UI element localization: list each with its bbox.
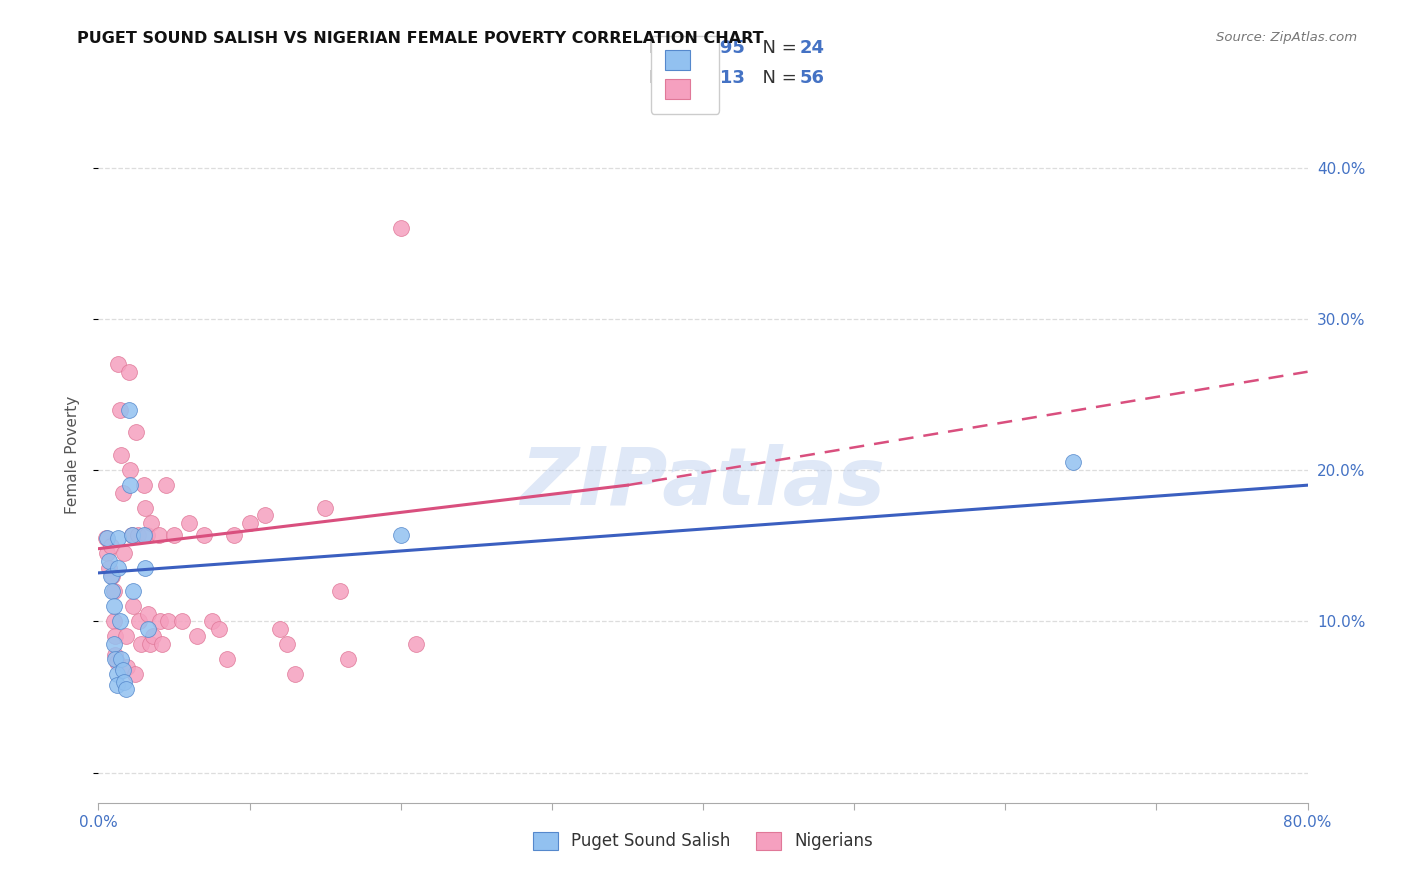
Point [100,539,122,553]
Point [120,478,142,492]
Point [224,528,246,542]
Point [110,652,132,666]
Point [389,221,412,235]
Point [96,546,118,560]
Point [136,607,159,621]
Point [115,659,138,673]
Text: R =: R = [648,69,688,87]
Point [186,629,208,643]
Point [170,615,193,629]
Point [142,629,165,643]
Point [114,629,136,643]
Point [118,402,141,417]
Point [100,569,122,583]
Point [135,528,157,542]
Point [104,629,127,643]
Point [276,637,298,651]
Point [103,637,125,651]
Point [253,508,276,523]
Point [134,500,156,515]
Point [101,584,124,599]
Point [105,667,128,681]
Point [101,569,124,583]
Text: R =: R = [648,39,688,57]
Point [314,500,336,515]
Point [141,516,163,530]
Point [208,622,231,636]
Point [201,615,224,629]
Point [156,615,179,629]
Point [128,615,150,629]
Point [96,531,118,545]
Text: N =: N = [751,69,803,87]
Point [112,674,135,689]
Point [215,652,238,666]
Point [105,655,128,669]
Point [114,682,136,697]
Point [107,531,129,545]
Point [132,528,155,542]
Point [125,425,148,440]
Point [329,584,352,599]
Text: 24: 24 [800,39,825,57]
Point [405,637,427,651]
Point [148,528,170,542]
Point [179,516,201,530]
Point [110,448,132,462]
Point [122,584,145,599]
Point [134,561,156,575]
Point [336,652,359,666]
Point [129,637,152,651]
Point [111,663,134,677]
Point [269,622,291,636]
Point [98,554,121,568]
Point [103,584,125,599]
Point [132,478,155,492]
Point [120,463,142,477]
Point [108,402,131,417]
Point [155,478,177,492]
Point [389,528,412,542]
Point [104,648,127,662]
Point [239,516,262,530]
Point [103,615,125,629]
Point [98,561,121,575]
Point [124,667,146,681]
Point [94,531,117,545]
Point [127,528,149,542]
Point [1062,455,1084,469]
Point [104,652,127,666]
Point [150,637,173,651]
Point [107,561,129,575]
Point [193,528,215,542]
Point [163,528,186,542]
Y-axis label: Female Poverty: Female Poverty [65,396,80,514]
Point [118,365,141,379]
Text: ZIPatlas: ZIPatlas [520,443,886,522]
Point [105,678,128,692]
Text: 56: 56 [800,69,825,87]
Text: N =: N = [751,39,803,57]
Point [103,599,125,614]
Point [149,615,172,629]
Text: 0.195: 0.195 [689,39,745,57]
Point [284,667,307,681]
Point [112,546,135,560]
Point [136,622,159,636]
Text: Source: ZipAtlas.com: Source: ZipAtlas.com [1216,31,1357,45]
Text: PUGET SOUND SALISH VS NIGERIAN FEMALE POVERTY CORRELATION CHART: PUGET SOUND SALISH VS NIGERIAN FEMALE PO… [77,31,763,46]
Point [107,357,129,371]
Point [139,637,162,651]
Point [122,599,145,614]
Point [121,528,143,542]
Text: 0.113: 0.113 [689,69,745,87]
Point [108,615,131,629]
Legend: Puget Sound Salish, Nigerians: Puget Sound Salish, Nigerians [526,825,880,857]
Point [121,528,143,542]
Point [111,485,134,500]
